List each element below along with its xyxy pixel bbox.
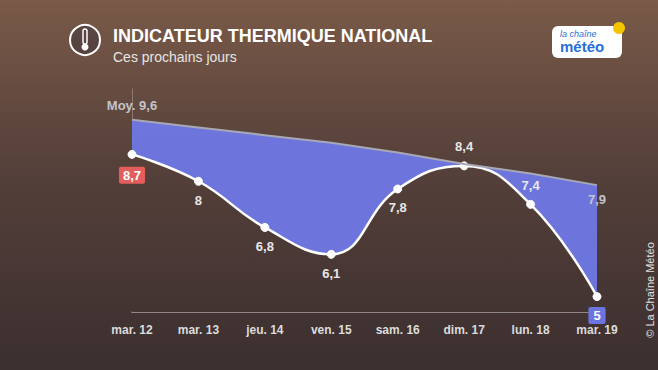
svg-text:7,9: 7,9 [588,192,606,207]
svg-text:7,4: 7,4 [522,178,541,193]
svg-text:la chaîne: la chaîne [560,29,597,39]
svg-text:INDICATEUR THERMIQUE NATIONAL: INDICATEUR THERMIQUE NATIONAL [113,26,432,46]
svg-text:météo: météo [560,38,604,55]
svg-text:mar. 12: mar. 12 [111,323,153,337]
svg-text:lun. 18: lun. 18 [512,323,550,337]
svg-text:8: 8 [195,193,202,208]
svg-text:5: 5 [593,308,600,323]
svg-text:8,4: 8,4 [455,139,474,154]
svg-text:Moy. 9,6: Moy. 9,6 [107,98,157,113]
svg-text:jeu. 14: jeu. 14 [245,323,284,337]
svg-text:mar. 19: mar. 19 [576,323,618,337]
svg-text:mar. 13: mar. 13 [178,323,220,337]
svg-text:6,8: 6,8 [256,239,274,254]
svg-text:8,7: 8,7 [123,168,141,183]
svg-text:6,1: 6,1 [322,266,340,281]
svg-text:sam. 16: sam. 16 [376,323,420,337]
svg-text:dim. 17: dim. 17 [443,323,485,337]
svg-text:ven. 15: ven. 15 [311,323,352,337]
svg-text:Ces prochains jours: Ces prochains jours [113,49,237,65]
svg-text:7,8: 7,8 [389,200,407,215]
svg-text:© La Chaîne Météo: © La Chaîne Météo [644,242,656,338]
